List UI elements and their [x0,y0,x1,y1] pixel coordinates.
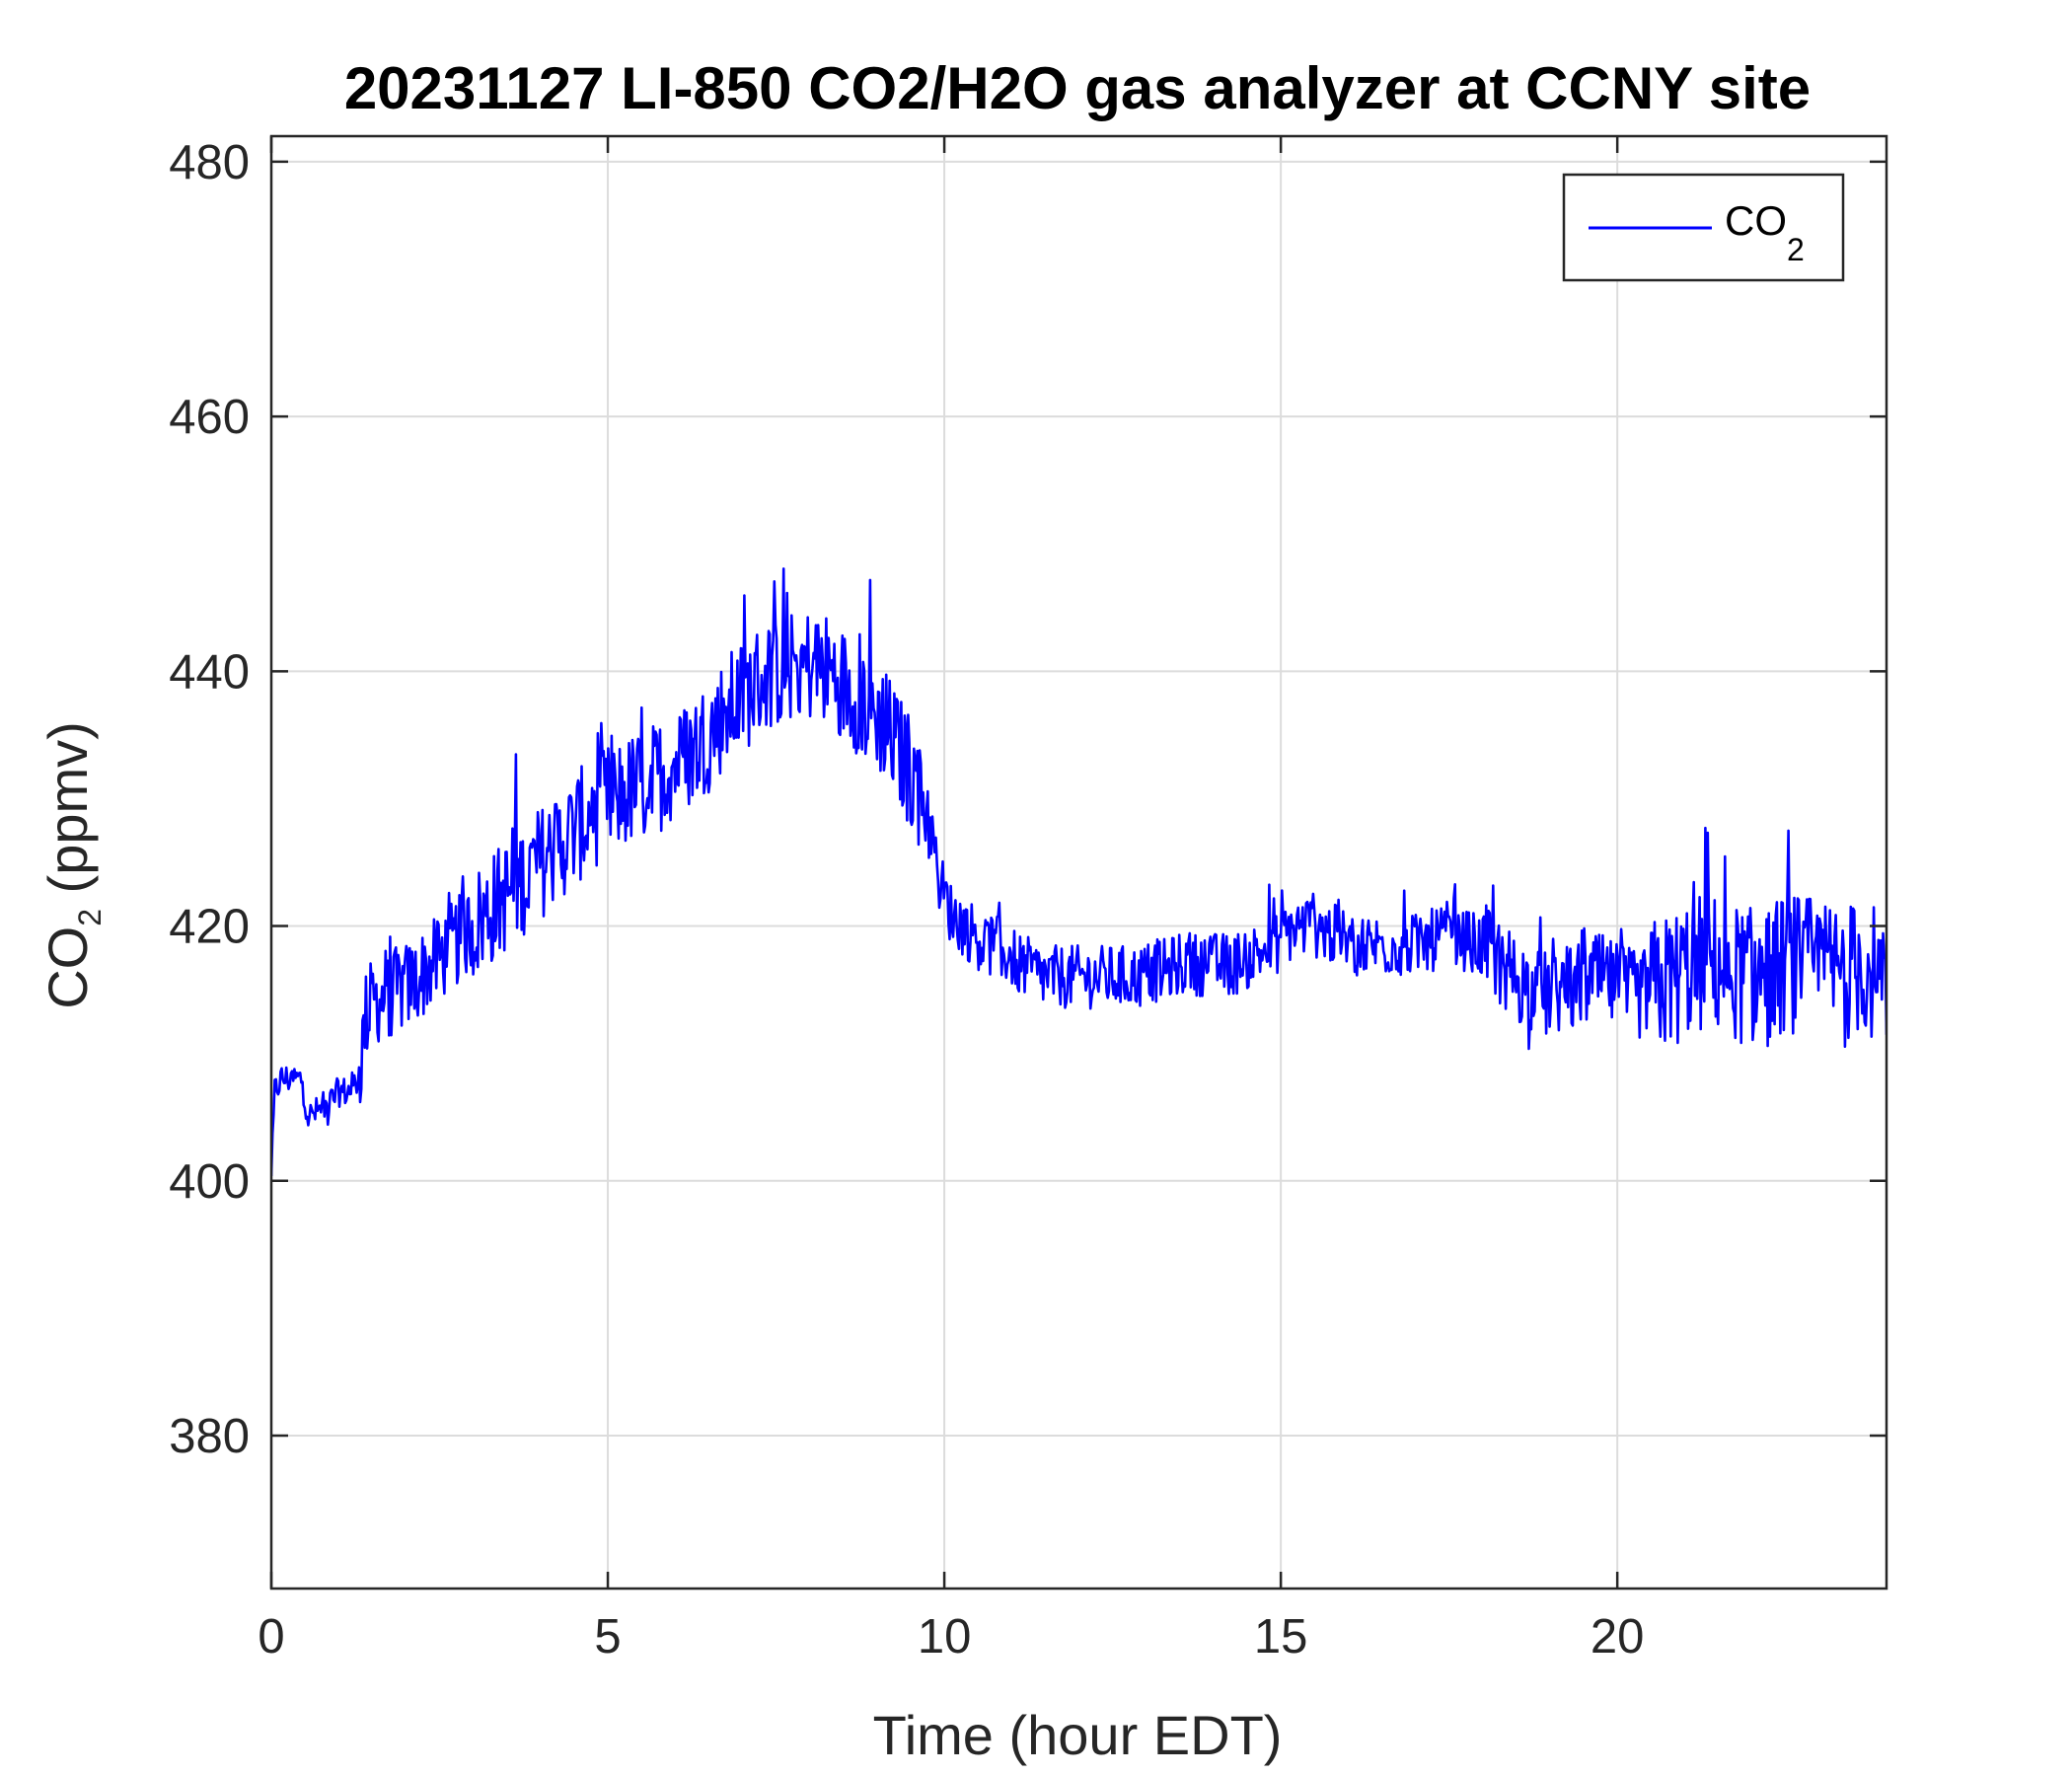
x-tick-label: 10 [918,1610,972,1664]
axes-box [269,134,1888,1591]
x-tick-label: 15 [1254,1610,1308,1664]
y-axis-label: CO2 (ppmv) [37,721,108,1009]
y-axis-label-main: CO [37,926,99,1009]
plot-area [271,567,1887,1177]
legend-entry-subscript: 2 [1787,232,1805,267]
y-axis-label-subscript: 2 [72,909,108,926]
legend-entry-main: CO [1725,197,1787,244]
series-line-CO2 [271,567,1887,1177]
x-tick-label: 20 [1591,1610,1645,1664]
legend: CO2 [1562,173,1845,282]
y-tick-label: 460 [169,391,250,444]
axes [269,134,1888,1591]
y-tick-label: 380 [169,1410,250,1463]
y-tick-label: 420 [169,901,250,954]
x-tick-label: 0 [258,1610,284,1664]
y-tick-label: 480 [169,136,250,189]
legend-entry: CO2 [1725,197,1805,267]
y-tick-label: 400 [169,1155,250,1209]
x-axis-label: Time (hour EDT) [873,1704,1283,1766]
grid [270,136,1887,1589]
y-axis-label-unit: (ppmv) [37,721,99,909]
x-tick-label: 5 [594,1610,621,1664]
chart-title: 20231127 LI-850 CO2/H2O gas analyzer at … [344,55,1811,121]
tick-labels: 0 5 10 15 20 380 400 420 440 460 480 [169,136,1644,1664]
y-tick-label: 440 [169,645,250,699]
